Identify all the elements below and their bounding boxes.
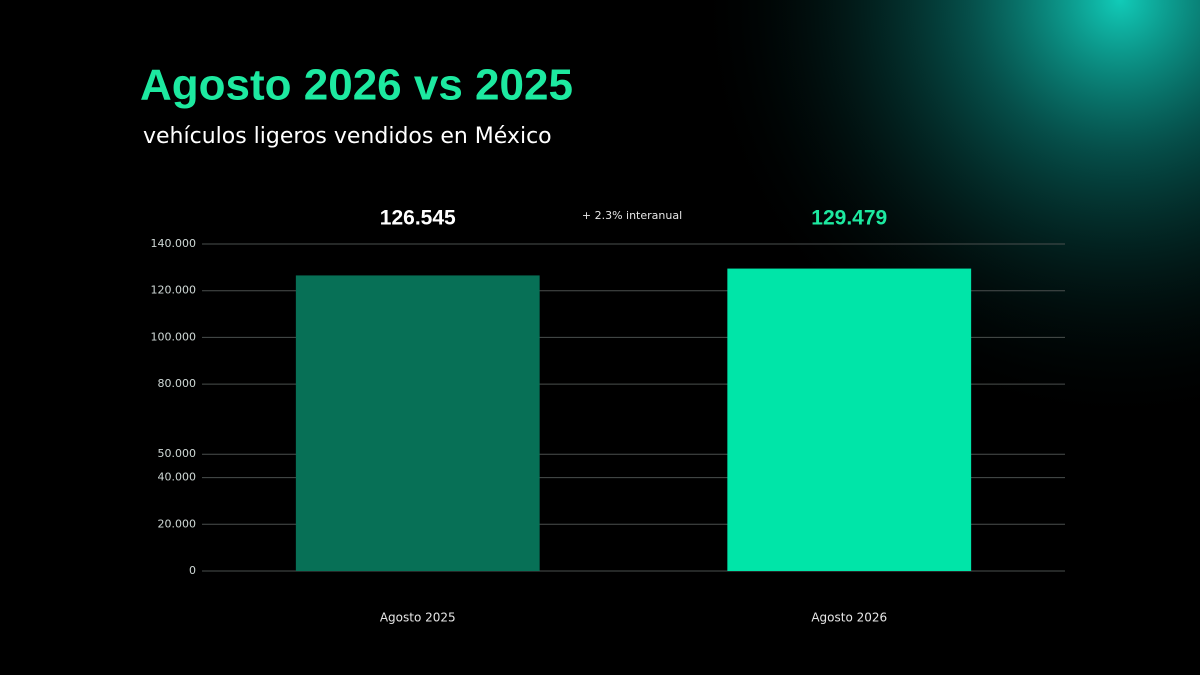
value-label: 126.545 (380, 207, 456, 230)
y-tick-label: 50.000 (158, 447, 197, 460)
bar (727, 268, 972, 571)
y-tick-label: 80.000 (158, 377, 197, 390)
value-label: 129.479 (811, 207, 887, 230)
bar (295, 275, 540, 571)
chart-subtitle: vehículos ligeros vendidos en México (143, 124, 552, 149)
y-tick-label: 140.000 (151, 237, 197, 250)
y-tick-label: 0 (189, 564, 196, 577)
x-tick-label: Agosto 2025 (380, 611, 456, 625)
x-tick-label: Agosto 2026 (811, 611, 887, 625)
y-tick-label: 20.000 (158, 517, 197, 530)
y-tick-label: 100.000 (151, 330, 197, 343)
y-tick-label: 120.000 (151, 284, 197, 297)
chart-title: Agosto 2026 vs 2025 (140, 61, 573, 110)
y-tick-label: 40.000 (158, 471, 197, 484)
annotation: + 2.3% interanual (582, 209, 682, 222)
